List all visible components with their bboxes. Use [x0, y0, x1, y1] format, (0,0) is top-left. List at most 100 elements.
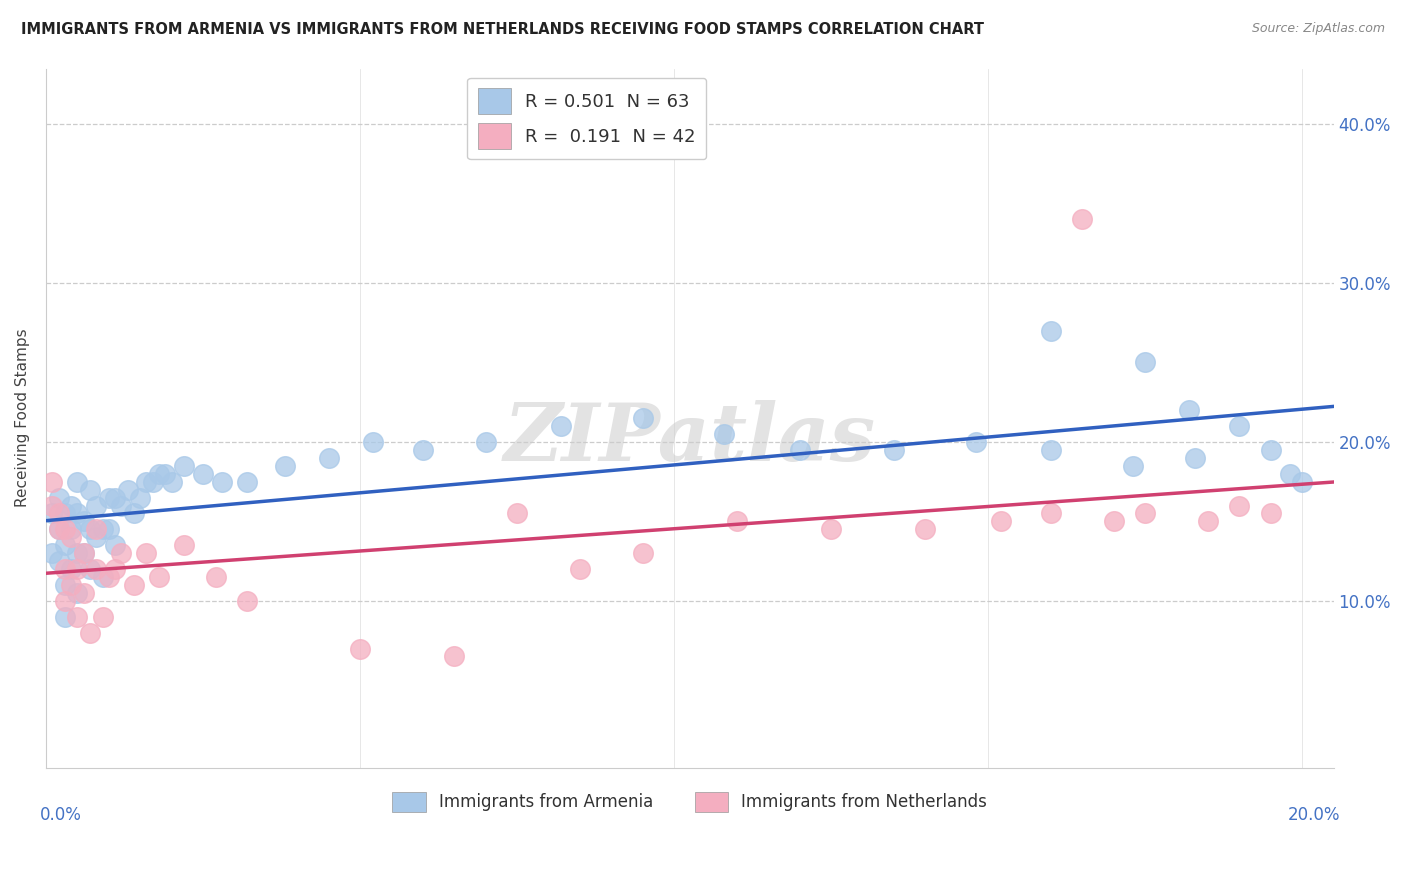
Point — [48, 491, 70, 505]
Point — [474, 434, 496, 449]
Point — [122, 578, 145, 592]
Point — [204, 570, 226, 584]
Point — [97, 522, 120, 536]
Point — [820, 522, 842, 536]
Point — [48, 554, 70, 568]
Point — [148, 570, 170, 584]
Point — [60, 522, 83, 536]
Point — [97, 570, 120, 584]
Point — [135, 475, 157, 489]
Point — [1039, 507, 1062, 521]
Point — [142, 475, 165, 489]
Point — [506, 507, 529, 521]
Point — [73, 515, 96, 529]
Point — [1291, 475, 1313, 489]
Point — [349, 641, 371, 656]
Point — [41, 475, 63, 489]
Point — [97, 491, 120, 505]
Point — [173, 458, 195, 473]
Point — [104, 562, 127, 576]
Point — [53, 594, 76, 608]
Point — [110, 546, 132, 560]
Point — [1229, 499, 1251, 513]
Text: ZIPatlas: ZIPatlas — [503, 401, 876, 478]
Point — [91, 609, 114, 624]
Point — [110, 499, 132, 513]
Point — [48, 507, 70, 521]
Point — [883, 442, 905, 457]
Point — [1071, 212, 1094, 227]
Point — [66, 475, 89, 489]
Point — [443, 649, 465, 664]
Point — [361, 434, 384, 449]
Point — [66, 546, 89, 560]
Point — [84, 562, 107, 576]
Point — [990, 515, 1012, 529]
Point — [914, 522, 936, 536]
Point — [84, 530, 107, 544]
Point — [713, 427, 735, 442]
Point — [631, 411, 654, 425]
Point — [53, 507, 76, 521]
Point — [1039, 324, 1062, 338]
Point — [104, 491, 127, 505]
Point — [41, 499, 63, 513]
Point — [1135, 355, 1157, 369]
Point — [73, 546, 96, 560]
Point — [60, 530, 83, 544]
Point — [41, 507, 63, 521]
Point — [1184, 450, 1206, 465]
Point — [53, 538, 76, 552]
Legend: Immigrants from Armenia, Immigrants from Netherlands: Immigrants from Armenia, Immigrants from… — [385, 785, 994, 819]
Text: 20.0%: 20.0% — [1288, 806, 1340, 824]
Point — [117, 483, 139, 497]
Point — [236, 594, 259, 608]
Point — [550, 419, 572, 434]
Point — [568, 562, 591, 576]
Point — [60, 578, 83, 592]
Point — [122, 507, 145, 521]
Y-axis label: Receiving Food Stamps: Receiving Food Stamps — [15, 329, 30, 508]
Point — [211, 475, 233, 489]
Point — [1135, 507, 1157, 521]
Point — [1122, 458, 1144, 473]
Point — [84, 522, 107, 536]
Point — [60, 562, 83, 576]
Point — [53, 562, 76, 576]
Point — [48, 522, 70, 536]
Point — [965, 434, 987, 449]
Text: Source: ZipAtlas.com: Source: ZipAtlas.com — [1251, 22, 1385, 36]
Point — [48, 522, 70, 536]
Point — [41, 546, 63, 560]
Point — [1260, 507, 1282, 521]
Point — [191, 467, 214, 481]
Point — [53, 578, 76, 592]
Point — [1102, 515, 1125, 529]
Point — [160, 475, 183, 489]
Point — [1178, 403, 1201, 417]
Point — [1229, 419, 1251, 434]
Point — [1197, 515, 1219, 529]
Point — [273, 458, 295, 473]
Point — [79, 562, 101, 576]
Point — [79, 625, 101, 640]
Point — [79, 483, 101, 497]
Point — [66, 609, 89, 624]
Point — [66, 586, 89, 600]
Point — [155, 467, 177, 481]
Point — [236, 475, 259, 489]
Point — [66, 562, 89, 576]
Point — [91, 570, 114, 584]
Point — [73, 586, 96, 600]
Point — [1278, 467, 1301, 481]
Point — [173, 538, 195, 552]
Point — [91, 522, 114, 536]
Point — [104, 538, 127, 552]
Point — [1260, 442, 1282, 457]
Point — [135, 546, 157, 560]
Point — [73, 546, 96, 560]
Point — [53, 609, 76, 624]
Point — [66, 507, 89, 521]
Point — [60, 499, 83, 513]
Point — [79, 522, 101, 536]
